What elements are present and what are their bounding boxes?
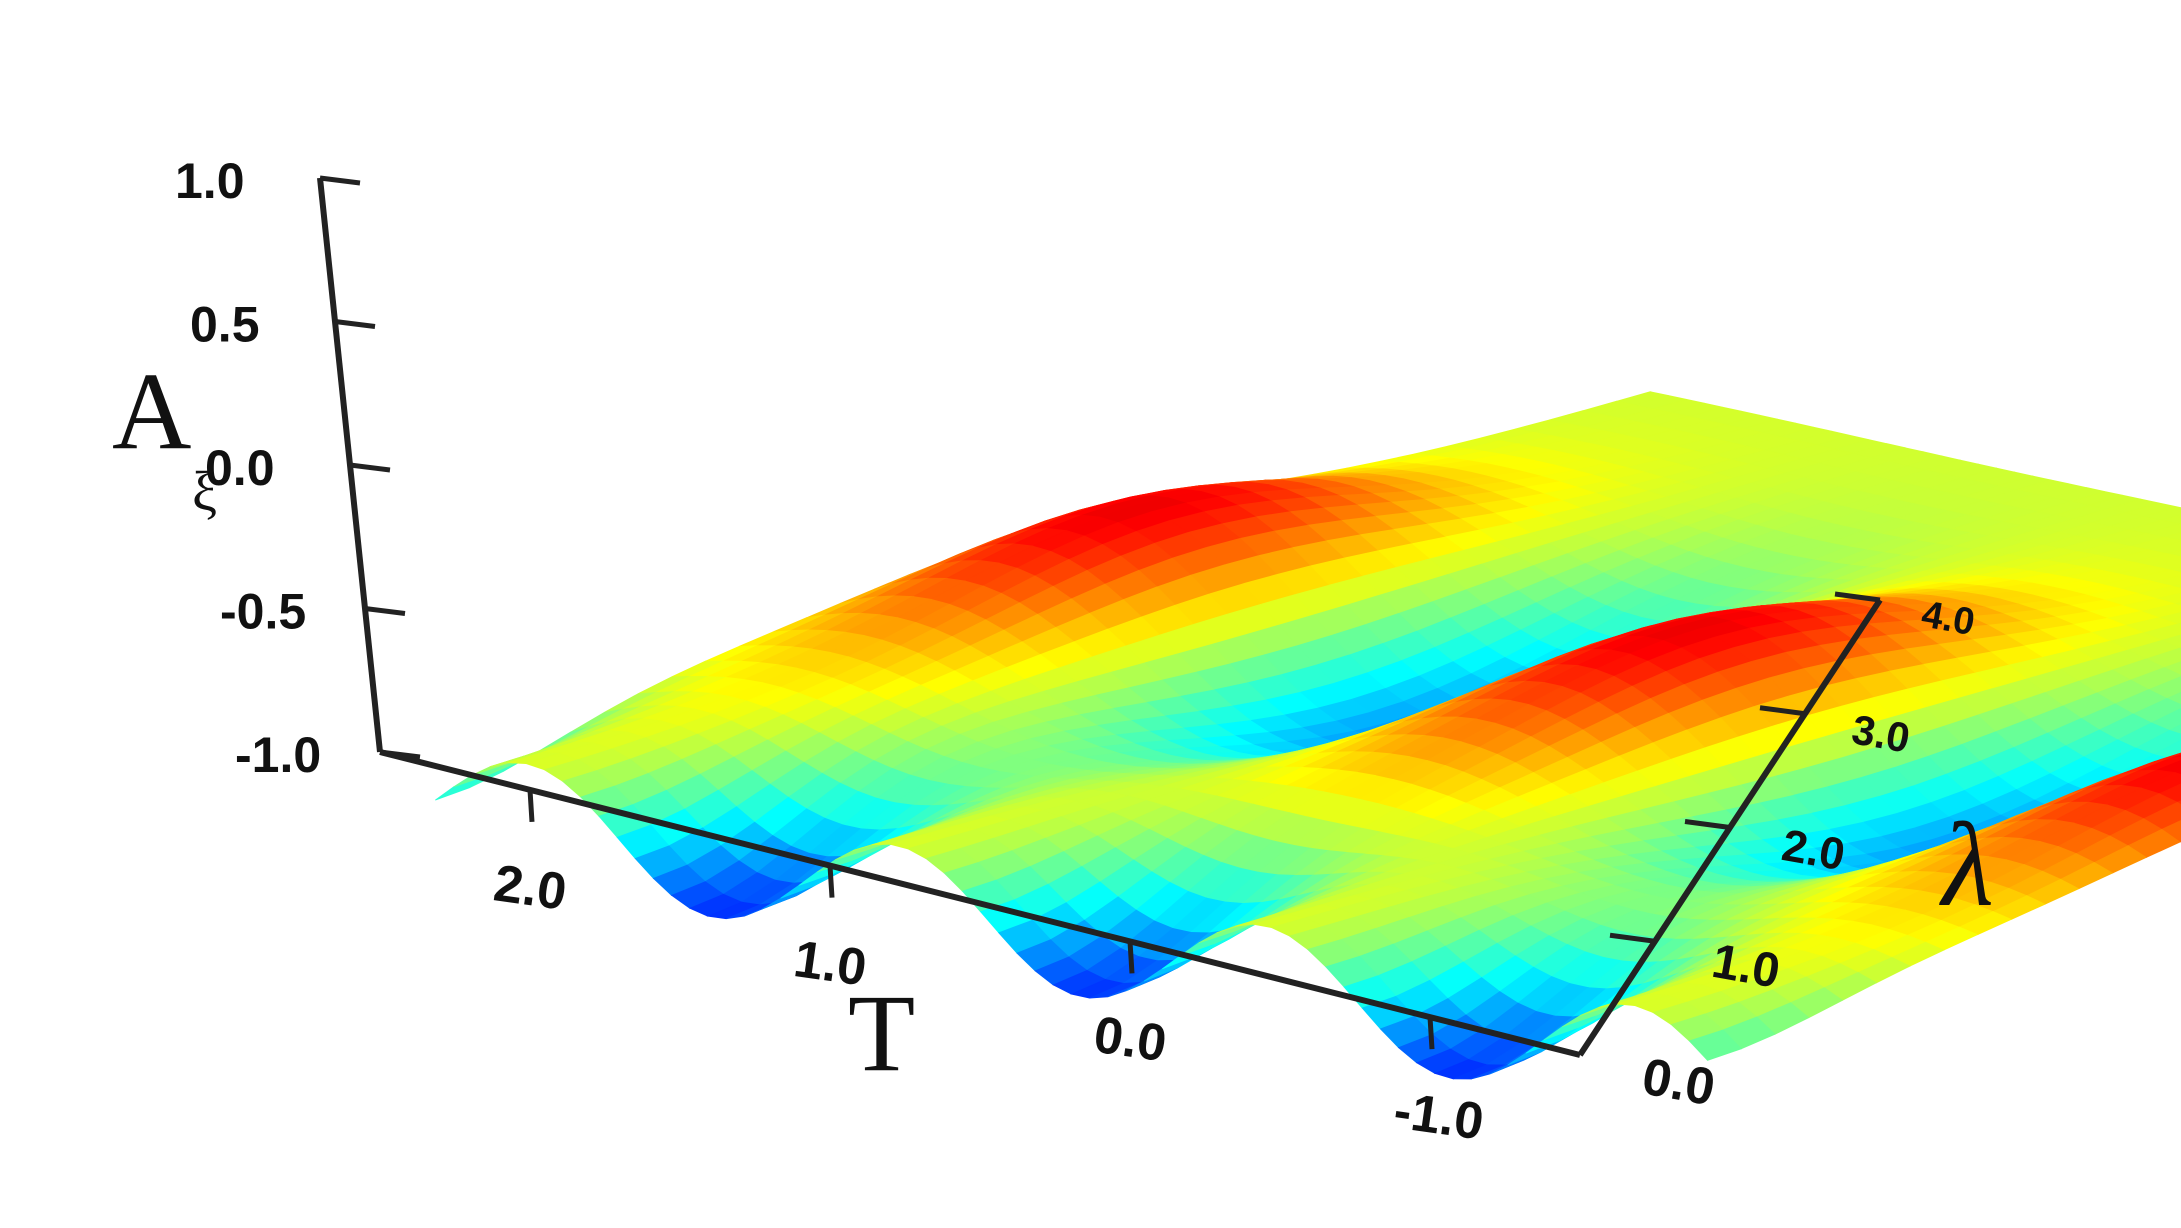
x-axis-tick-label: 0.0 [1090,1006,1170,1073]
y-axis-tick [1684,819,1731,830]
y-axis-tick-label: 1.0 [1708,934,1784,999]
axis-labels: A ξ T λ [112,350,1994,1094]
x-axis-tick-label: -1.0 [1390,1082,1487,1152]
surface-mesh [435,391,2181,1080]
y-axis-tick-label: 4.0 [1918,594,1977,645]
z-axis-tick-label: 1.0 [175,153,245,209]
y-axis-tick-label: 2.0 [1778,819,1848,880]
y-axis-tick [1759,705,1806,717]
x-axis-tick [527,789,535,823]
y-axis-tick-label: 0.0 [1638,1048,1719,1118]
axes: -1.0 -0.5 0.0 0.5 1.0 2.0 1.0 0.0 -1.0 0.0 1.0 2.0 3… [175,153,1978,1151]
z-axis-tick-label: 0.5 [190,297,260,353]
y-axis-tick [1834,591,1881,603]
z-axis-tick [349,462,391,473]
z-axis-tick [364,606,406,616]
x-axis-tick [1127,941,1135,974]
x-axis-tick [827,865,835,898]
z-axis-tick-label: -1.0 [235,727,321,783]
z-axis-tick [334,319,376,329]
z-axis-title-main: A [112,350,191,472]
z-axis-tick-label: -0.5 [220,584,306,640]
z-axis-tick-label: 0.0 [205,440,275,496]
y-axis-tick [1609,932,1656,944]
x-axis-tick [1427,1016,1435,1050]
z-axis-tick [319,175,361,186]
x-axis-title: T [848,972,915,1094]
z-axis-title-sub: ξ [192,461,217,523]
surface-patch [1688,1029,1743,1061]
x-axis-line [379,749,1581,1058]
z-axis-title: A [112,350,191,472]
x-axis-tick-label: 2.0 [490,854,570,921]
x-axis-tick-label: 1.0 [790,930,870,997]
y-axis-title: λ [1939,798,1994,931]
y-axis-tick-label: 3.0 [1848,705,1913,761]
